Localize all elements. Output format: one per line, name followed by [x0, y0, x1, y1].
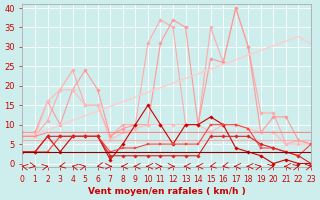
X-axis label: Vent moyen/en rafales ( km/h ): Vent moyen/en rafales ( km/h )	[88, 187, 246, 196]
